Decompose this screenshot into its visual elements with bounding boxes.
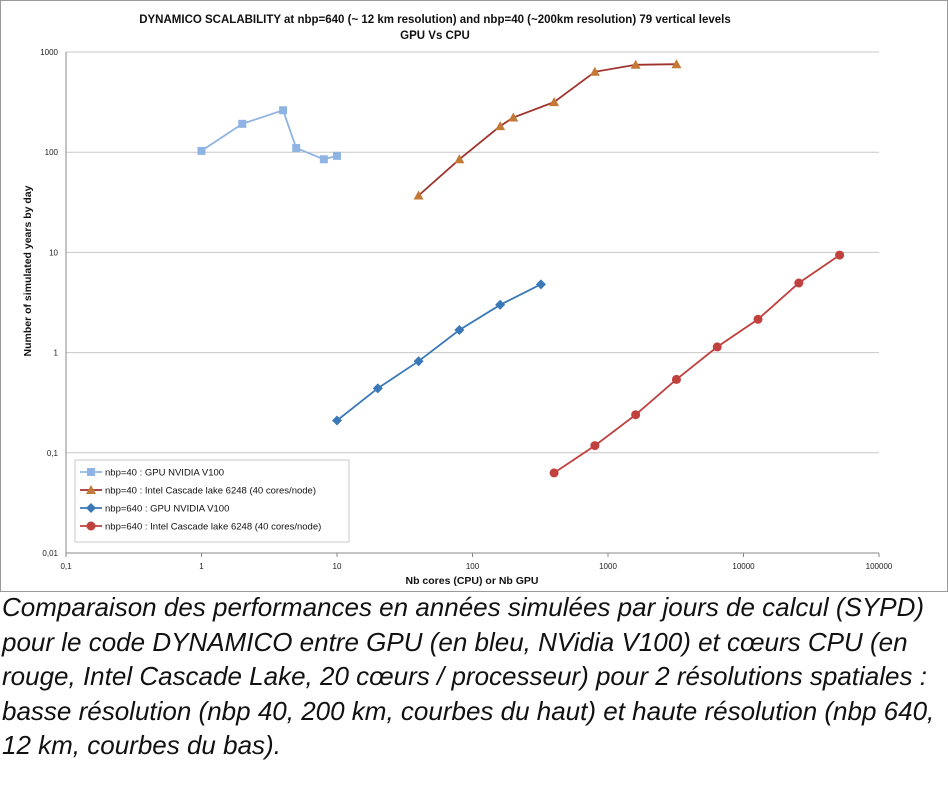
data-point xyxy=(238,119,247,128)
grid-lines xyxy=(66,51,879,454)
data-point xyxy=(630,59,641,69)
legend-marker xyxy=(87,468,95,476)
legend-label: nbp=640 : GPU NVIDIA V100 xyxy=(105,504,229,515)
legend-item: nbp=640 : GPU NVIDIA V100 xyxy=(80,503,229,515)
chart-figure: DYNAMICO SCALABILITY at nbp=640 (~ 12 km… xyxy=(0,0,948,592)
data-point xyxy=(372,383,383,394)
data-point xyxy=(495,299,506,310)
legend-item: nbp=40 : Intel Cascade lake 6248 (40 cor… xyxy=(80,485,316,497)
y-tick-labels: 0,01 0,1 1 10 100 1000 xyxy=(40,48,58,558)
legend-item: nbp=40 : GPU NVIDIA V100 xyxy=(80,468,224,479)
x-tick-label: 1 xyxy=(199,562,204,571)
data-point xyxy=(549,97,560,107)
y-tick-label: 0,1 xyxy=(47,449,59,458)
data-point xyxy=(508,112,519,122)
y-tick-label: 0,01 xyxy=(42,549,58,558)
data-point xyxy=(671,59,682,69)
data-point xyxy=(454,325,465,336)
data-point xyxy=(197,146,206,155)
series-1 xyxy=(197,106,341,164)
data-point xyxy=(495,121,506,131)
legend-label: nbp=640 : Intel Cascade lake 6248 (40 co… xyxy=(105,522,321,533)
data-point xyxy=(332,415,342,426)
data-point xyxy=(333,151,341,160)
chart-title: DYNAMICO SCALABILITY at nbp=640 (~ 12 km… xyxy=(139,14,731,26)
data-point xyxy=(454,154,465,164)
y-axis-label: Number of simulated years by day xyxy=(22,185,34,356)
x-tick-label: 10 xyxy=(333,562,342,571)
y-tick-label: 100 xyxy=(45,148,59,157)
data-point xyxy=(590,441,600,451)
chart-svg: DYNAMICO SCALABILITY at nbp=640 (~ 12 km… xyxy=(22,14,893,587)
x-tick-labels: 0,1 1 10 100 1000 10000 100000 xyxy=(60,562,892,571)
data-point xyxy=(549,468,559,478)
data-point xyxy=(712,342,722,352)
x-tick-label: 1000 xyxy=(599,562,617,571)
data-point xyxy=(319,155,328,164)
x-tick-label: 100000 xyxy=(866,562,893,571)
data-point xyxy=(535,279,546,290)
data-point xyxy=(589,66,600,76)
x-tick-label: 10000 xyxy=(732,562,755,571)
legend-label: nbp=40 : Intel Cascade lake 6248 (40 cor… xyxy=(105,486,316,497)
series-line xyxy=(336,283,542,422)
data-series xyxy=(197,59,845,478)
series-3 xyxy=(332,279,546,426)
series-4 xyxy=(549,250,845,478)
data-point xyxy=(279,106,288,115)
data-point xyxy=(413,356,424,367)
series-line xyxy=(553,254,841,474)
y-tick-label: 1000 xyxy=(40,48,58,57)
series-line xyxy=(418,63,677,197)
y-tick-label: 1 xyxy=(54,349,59,358)
legend-label: nbp=40 : GPU NVIDIA V100 xyxy=(105,468,224,479)
x-tick-label: 0,1 xyxy=(60,562,72,571)
data-point xyxy=(753,314,763,324)
y-tick-label: 10 xyxy=(49,248,58,257)
legend-marker xyxy=(86,485,96,494)
legend: nbp=40 : GPU NVIDIA V100 nbp=40 : Intel C… xyxy=(74,459,350,543)
data-point xyxy=(794,278,804,288)
data-point xyxy=(671,374,681,384)
legend-marker xyxy=(86,521,96,531)
figure-caption: Comparaison des performances en années s… xyxy=(2,592,935,760)
data-point xyxy=(835,250,845,260)
legend-box xyxy=(74,459,350,543)
data-point xyxy=(631,410,641,420)
legend-marker xyxy=(86,503,96,513)
plot-axes xyxy=(65,52,880,557)
x-tick-label: 100 xyxy=(466,562,480,571)
series-2 xyxy=(413,59,682,200)
x-axis-label: Nb cores (CPU) or Nb GPU xyxy=(405,575,538,587)
legend-item: nbp=640 : Intel Cascade lake 6248 (40 co… xyxy=(80,521,321,533)
data-point xyxy=(413,190,424,200)
data-point xyxy=(292,144,301,153)
chart-subtitle: GPU Vs CPU xyxy=(400,30,470,42)
